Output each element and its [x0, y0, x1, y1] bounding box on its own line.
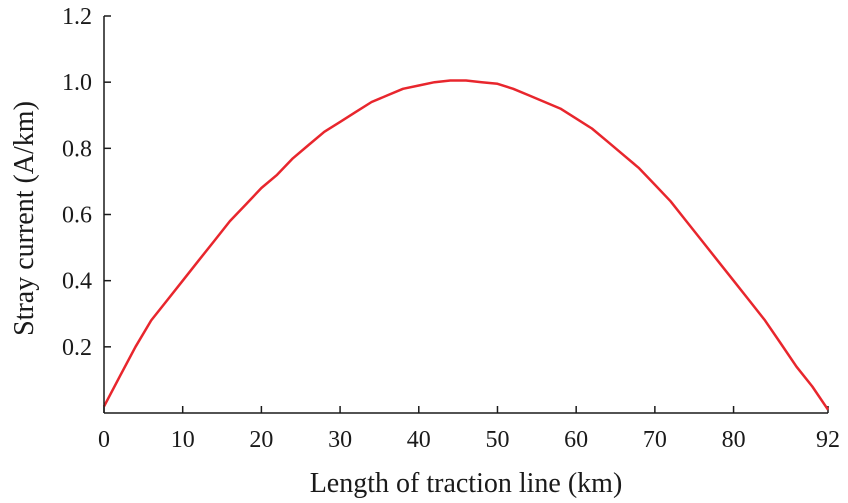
series-line: [102, 79, 830, 411]
x-tick-label: 0: [98, 427, 110, 453]
x-tick-label: 80: [722, 427, 746, 453]
y-tick-label: 1.0: [62, 70, 92, 96]
x-tick-label: 40: [407, 427, 431, 453]
x-tick-label: 30: [328, 427, 352, 453]
y-axis-ticks: 0.2 0.4 0.6 0.8 1.0 1.2: [62, 4, 111, 361]
y-tick-label: 1.2: [62, 4, 92, 30]
y-tick-label: 0.6: [62, 203, 92, 229]
x-tick-label: 60: [564, 427, 588, 453]
x-tick-label: 70: [643, 427, 667, 453]
x-axis-ticks: 0 10 20 30 40 50 60 70 80 92: [98, 406, 840, 453]
x-tick-label: 10: [171, 427, 195, 453]
x-tick-label: 20: [249, 427, 273, 453]
y-tick-label: 0.8: [62, 136, 92, 162]
x-axis-title: Length of traction line (km): [310, 468, 623, 499]
y-tick-label: 0.4: [62, 269, 92, 295]
x-tick-label: 50: [485, 427, 509, 453]
series-layer: [102, 79, 830, 411]
x-tick-label: 92: [816, 427, 840, 453]
y-axis-title: Stray current (A/km): [9, 101, 40, 336]
y-tick-label: 0.2: [62, 335, 92, 361]
